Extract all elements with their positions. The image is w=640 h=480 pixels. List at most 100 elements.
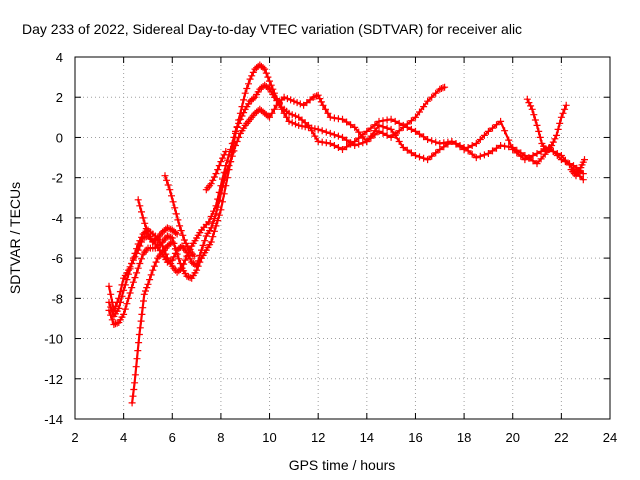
data-point-marker	[131, 253, 139, 261]
data-point-marker	[339, 133, 346, 141]
data-point-marker	[190, 252, 198, 260]
data-point-marker	[210, 227, 218, 235]
data-point-marker	[146, 276, 154, 284]
y-axis-ticks: -14 -12 -10 -8 -6 -4 -2 0 2 4	[44, 50, 610, 427]
data-point-marker	[355, 128, 363, 136]
data-point-marker	[420, 133, 428, 141]
data-point-marker	[249, 68, 257, 76]
data-point-marker	[330, 114, 338, 122]
data-point-marker	[480, 131, 488, 139]
series-track-8	[523, 95, 570, 155]
data-point-marker	[436, 85, 444, 93]
data-point-marker	[173, 230, 181, 238]
data-point-marker	[367, 134, 375, 142]
y-tick-label: 2	[56, 90, 63, 105]
data-point-marker	[343, 143, 351, 151]
data-point-marker	[132, 363, 140, 371]
data-point-marker	[201, 237, 209, 245]
data-point-marker	[531, 116, 539, 124]
series-trace	[526, 98, 568, 153]
data-point-marker	[437, 85, 445, 92]
data-point-marker	[484, 150, 492, 157]
data-point-marker	[214, 203, 222, 211]
data-point-marker	[326, 140, 334, 147]
data-point-marker	[217, 158, 225, 166]
data-point-marker	[245, 80, 252, 88]
data-point-marker	[347, 140, 355, 148]
data-point-marker	[196, 251, 204, 259]
data-point-marker	[439, 84, 447, 92]
data-point-marker	[222, 170, 230, 178]
data-point-marker	[387, 115, 395, 123]
data-point-marker	[147, 271, 155, 279]
data-point-marker	[210, 215, 218, 223]
data-point-marker	[126, 289, 134, 297]
data-point-marker	[143, 284, 151, 292]
data-point-marker	[240, 109, 248, 117]
data-point-marker	[305, 121, 312, 129]
data-point-marker	[261, 65, 269, 73]
data-point-marker	[359, 139, 367, 147]
x-tick-label: 18	[457, 430, 471, 445]
x-tick-label: 24	[603, 430, 617, 445]
data-point-marker	[351, 138, 359, 145]
data-point-marker	[123, 276, 131, 284]
data-point-marker	[222, 148, 230, 155]
data-point-marker	[476, 152, 484, 160]
data-point-marker	[371, 121, 379, 129]
data-point-marker	[298, 122, 306, 130]
data-point-marker	[240, 96, 248, 104]
data-point-marker	[556, 119, 564, 127]
data-point-marker	[209, 176, 217, 184]
data-point-marker	[347, 121, 355, 129]
data-point-marker	[228, 152, 236, 160]
data-point-marker	[150, 262, 158, 270]
data-point-marker	[210, 173, 218, 181]
data-point-marker	[116, 288, 124, 296]
data-point-marker	[375, 117, 383, 125]
data-point-marker	[198, 246, 205, 254]
data-point-marker	[308, 127, 316, 135]
data-point-marker	[270, 105, 278, 113]
data-point-marker	[318, 138, 326, 146]
data-point-marker	[176, 222, 184, 230]
x-tick-label: 16	[408, 430, 422, 445]
data-point-marker	[295, 121, 303, 129]
data-point-marker	[126, 263, 134, 271]
data-point-marker	[193, 262, 201, 270]
data-point-marker	[220, 151, 228, 159]
data-point-marker	[296, 100, 304, 108]
data-point-marker	[533, 121, 541, 129]
series-trace	[107, 63, 585, 326]
data-point-marker	[266, 113, 273, 121]
x-tick-label: 20	[505, 430, 519, 445]
data-point-marker	[179, 231, 187, 239]
data-point-marker	[530, 111, 538, 119]
data-point-marker	[118, 281, 126, 289]
x-axis-label: GPS time / hours	[289, 457, 396, 473]
data-point-marker	[131, 379, 139, 387]
data-point-marker	[110, 321, 118, 328]
data-point-marker	[322, 105, 329, 113]
data-point-marker	[484, 127, 492, 135]
data-point-marker	[561, 105, 569, 113]
data-point-marker	[183, 272, 191, 280]
data-point-marker	[140, 297, 147, 305]
data-point-marker	[108, 316, 116, 324]
data-point-marker	[559, 109, 567, 117]
data-point-marker	[288, 119, 296, 127]
data-point-marker	[152, 235, 160, 243]
series-trace	[570, 158, 586, 177]
x-tick-label: 8	[217, 430, 224, 445]
data-point-marker	[176, 266, 184, 273]
data-point-marker	[562, 101, 570, 109]
data-point-marker	[131, 371, 139, 379]
data-point-marker	[288, 111, 296, 119]
data-point-marker	[259, 64, 267, 72]
data-point-marker	[130, 386, 138, 393]
data-point-marker	[264, 73, 272, 81]
data-point-marker	[464, 144, 472, 151]
data-point-marker	[448, 138, 456, 145]
data-point-marker	[113, 298, 121, 306]
data-point-marker	[264, 112, 272, 120]
